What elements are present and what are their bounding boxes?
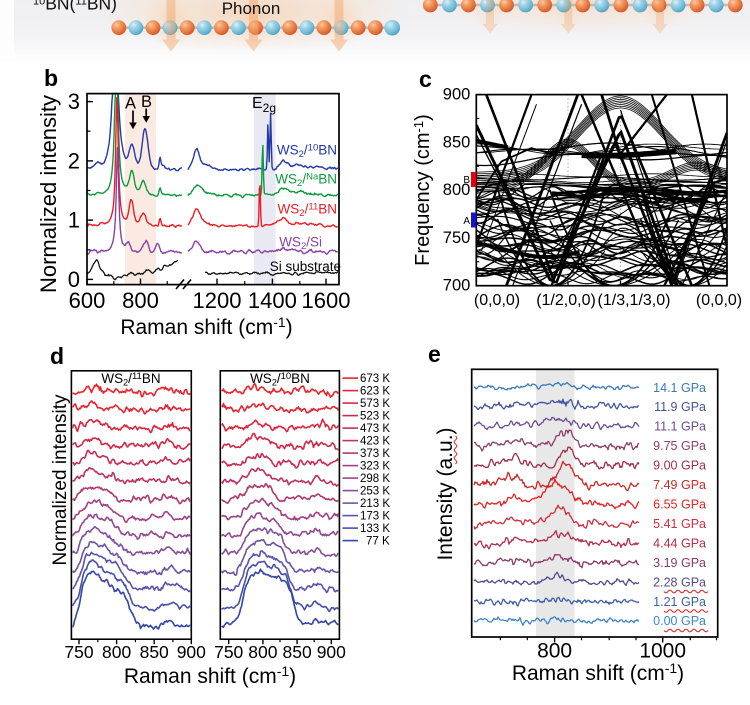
svg-text:(0,0,0): (0,0,0) (696, 292, 742, 309)
svg-text:623 K: 623 K (360, 386, 390, 398)
svg-text:Normalized intensity: Normalized intensity (50, 394, 71, 566)
svg-text:(1/2,0,0): (1/2,0,0) (536, 292, 596, 309)
svg-text:Raman shift (cm-1): Raman shift (cm-1) (512, 660, 684, 685)
svg-text:573 K: 573 K (360, 398, 390, 410)
svg-text:A: A (463, 216, 470, 227)
svg-text:2.28 GPa: 2.28 GPa (653, 575, 706, 589)
svg-text:800: 800 (122, 288, 159, 313)
svg-text:4.44 GPa: 4.44 GPa (653, 536, 706, 550)
svg-text:Intensity (a.u.): Intensity (a.u.) (434, 427, 457, 560)
svg-text:800: 800 (248, 642, 277, 662)
svg-text:173 K: 173 K (360, 511, 390, 523)
svg-text:900: 900 (443, 86, 471, 104)
svg-text:1000: 1000 (639, 640, 686, 663)
svg-text:900: 900 (317, 642, 346, 662)
svg-text:750: 750 (443, 229, 471, 247)
svg-text:900: 900 (177, 642, 206, 662)
svg-text:523 K: 523 K (360, 411, 390, 423)
svg-text:750: 750 (214, 642, 243, 662)
svg-text:750: 750 (64, 642, 93, 662)
svg-text:9.75 GPa: 9.75 GPa (653, 439, 706, 453)
svg-text:14.1 GPa: 14.1 GPa (653, 381, 706, 395)
svg-text:WS2/10BN: WS2/10BN (277, 143, 337, 161)
svg-text:Raman shift (cm-1): Raman shift (cm-1) (124, 663, 296, 688)
svg-text:B: B (463, 175, 470, 186)
svg-text:1.21 GPa: 1.21 GPa (653, 595, 706, 609)
svg-text:Phonon: Phonon (222, 0, 281, 18)
svg-text:1400: 1400 (248, 288, 297, 313)
svg-text:133 K: 133 K (360, 523, 390, 535)
svg-text:2: 2 (68, 148, 80, 173)
svg-text:1600: 1600 (302, 288, 351, 313)
svg-text:850: 850 (443, 133, 471, 151)
svg-text:0.00 GPa: 0.00 GPa (653, 614, 706, 628)
svg-text:1: 1 (68, 208, 80, 233)
svg-text:3: 3 (68, 89, 80, 114)
svg-text:850: 850 (282, 642, 311, 662)
svg-text:Si substrate: Si substrate (270, 259, 341, 274)
svg-text:WS2/NaBN: WS2/NaBN (275, 172, 337, 190)
svg-text:800: 800 (537, 640, 572, 663)
svg-text:Frequency (cm-1): Frequency (cm-1) (411, 114, 434, 266)
svg-text:b: b (44, 65, 58, 91)
svg-text:298 K: 298 K (360, 473, 390, 485)
svg-text:B: B (141, 93, 152, 111)
svg-text:600: 600 (69, 288, 106, 313)
svg-text:673 K: 673 K (360, 373, 390, 385)
svg-text:850: 850 (140, 642, 169, 662)
svg-text:WS2/Si: WS2/Si (279, 235, 322, 253)
svg-text:323 K: 323 K (360, 461, 390, 473)
svg-text:A: A (125, 95, 136, 113)
svg-text:0: 0 (68, 267, 80, 292)
svg-text:e: e (428, 341, 441, 367)
svg-text:423 K: 423 K (360, 436, 390, 448)
svg-text:11.1 GPa: 11.1 GPa (654, 420, 706, 434)
svg-text:213 K: 213 K (360, 498, 390, 510)
svg-text:5.41 GPa: 5.41 GPa (653, 517, 706, 531)
svg-text:253 K: 253 K (360, 486, 390, 498)
svg-text:7.49 GPa: 7.49 GPa (653, 478, 706, 492)
svg-text:473 K: 473 K (360, 423, 390, 435)
svg-text:1200: 1200 (193, 288, 242, 313)
svg-text:800: 800 (102, 642, 131, 662)
svg-text:3.19 GPa: 3.19 GPa (653, 556, 706, 570)
svg-text:6.55 GPa: 6.55 GPa (653, 498, 706, 512)
svg-text:700: 700 (443, 277, 471, 295)
svg-text:d: d (50, 343, 64, 369)
svg-text:800: 800 (443, 181, 471, 199)
svg-text:373 K: 373 K (360, 448, 390, 460)
svg-text:WS2/10BN: WS2/10BN (250, 371, 310, 388)
svg-text:77 K: 77 K (366, 536, 390, 548)
svg-text:(1/3,1/3,0): (1/3,1/3,0) (598, 292, 671, 309)
svg-text:9.00 GPa: 9.00 GPa (653, 459, 706, 473)
svg-text:c: c (419, 66, 432, 92)
svg-text:Raman shift (cm-1): Raman shift (cm-1) (120, 314, 292, 339)
svg-text:11.9 GPa: 11.9 GPa (654, 400, 706, 414)
svg-text:(0,0,0): (0,0,0) (474, 292, 520, 309)
svg-text:WS2/11BN: WS2/11BN (278, 202, 337, 220)
svg-text:WS2/11BN: WS2/11BN (101, 371, 160, 388)
svg-text:10BN(11BN): 10BN(11BN) (33, 0, 117, 14)
svg-text:Normalized intensity: Normalized intensity (36, 95, 61, 293)
